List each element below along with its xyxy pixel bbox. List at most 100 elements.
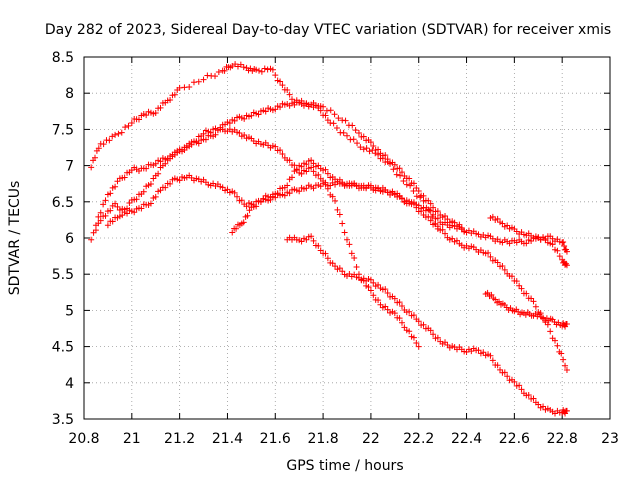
data-point <box>561 242 568 249</box>
data-point <box>303 161 310 168</box>
data-point <box>341 229 348 236</box>
data-point <box>370 292 377 299</box>
data-point <box>279 82 286 89</box>
data-point <box>415 318 422 325</box>
data-point <box>234 193 241 200</box>
data-point <box>293 166 300 173</box>
y-tick-label: 5.5 <box>52 267 74 283</box>
data-point <box>95 213 102 220</box>
data-point <box>310 237 317 244</box>
data-point <box>560 239 567 246</box>
data-point <box>152 193 159 200</box>
data-point <box>212 73 219 80</box>
data-point <box>367 276 374 283</box>
data-point <box>434 334 441 341</box>
data-point <box>240 219 247 226</box>
data-point <box>563 248 570 255</box>
data-point <box>406 175 413 182</box>
y-tick-label: 4 <box>65 376 74 392</box>
data-point <box>92 227 99 234</box>
data-point <box>355 130 362 137</box>
y-tick-label: 4.5 <box>52 340 74 356</box>
data-point <box>485 249 492 256</box>
data-point <box>100 141 107 148</box>
data-point <box>226 120 233 127</box>
data-point <box>504 222 511 229</box>
data-point <box>97 217 104 224</box>
chart-title: Day 282 of 2023, Sidereal Day-to-day VTE… <box>45 22 611 38</box>
data-point <box>353 263 360 270</box>
data-point <box>233 225 240 232</box>
data-point <box>143 165 150 172</box>
data-point <box>112 183 119 190</box>
data-point <box>322 179 329 186</box>
data-point <box>322 166 329 173</box>
data-point <box>322 112 329 119</box>
data-point <box>382 152 389 159</box>
data-point <box>274 190 281 197</box>
data-point <box>253 66 260 73</box>
data-point <box>267 194 274 201</box>
data-point <box>324 185 331 192</box>
data-point <box>303 168 310 175</box>
data-point <box>329 193 336 200</box>
data-point <box>162 184 169 191</box>
data-point <box>171 91 178 98</box>
series-track-7 <box>482 289 570 330</box>
data-point <box>339 220 346 227</box>
data-point <box>410 187 417 194</box>
data-point <box>453 237 460 244</box>
series-track-4 <box>104 124 422 350</box>
data-point <box>563 367 570 374</box>
data-point <box>350 136 357 143</box>
data-point <box>107 207 114 214</box>
data-point <box>375 281 382 288</box>
x-tick-label: 21.4 <box>212 431 243 447</box>
data-point <box>195 78 202 85</box>
axis-ticks: 20.8 21 21.2 21.4 21.6 21.8 22 22.2 22.4 22.6 22.8… <box>52 50 619 447</box>
data-point <box>286 190 293 197</box>
data-point <box>439 226 446 233</box>
data-point <box>391 190 398 197</box>
data-point <box>367 139 374 146</box>
data-point <box>164 157 171 164</box>
data-point <box>100 201 107 208</box>
x-tick-label: 22.2 <box>403 431 434 447</box>
data-point <box>384 290 391 297</box>
data-point <box>410 334 417 341</box>
data-point <box>420 204 427 211</box>
data-point <box>236 130 243 137</box>
data-point <box>322 250 329 257</box>
data-point <box>286 91 293 98</box>
data-point <box>152 110 159 117</box>
data-point <box>277 78 284 85</box>
data-point <box>346 241 353 248</box>
data-point <box>425 213 432 220</box>
data-point <box>258 68 265 75</box>
y-axis-label: SDTVAR / TECUs <box>7 181 23 296</box>
data-point <box>420 321 427 328</box>
data-point <box>112 200 119 207</box>
data-point <box>272 72 279 79</box>
data-point <box>499 220 506 227</box>
data-point <box>114 203 121 210</box>
x-tick-label: 22 <box>362 431 380 447</box>
data-point <box>118 129 125 136</box>
data-point <box>176 177 183 184</box>
data-point <box>442 212 449 219</box>
data-point <box>352 127 359 134</box>
data-point <box>320 103 327 110</box>
data-point <box>430 204 437 211</box>
data-point <box>413 339 420 346</box>
data-point <box>339 268 346 275</box>
data-point <box>152 160 159 167</box>
data-point <box>122 124 129 131</box>
data-point <box>106 137 113 144</box>
data-point <box>393 171 400 178</box>
data-point <box>518 285 525 292</box>
data-point <box>370 279 377 286</box>
data-point <box>554 247 561 254</box>
data-point <box>384 306 391 313</box>
data-point <box>366 148 373 155</box>
series-track-6 <box>284 233 570 417</box>
